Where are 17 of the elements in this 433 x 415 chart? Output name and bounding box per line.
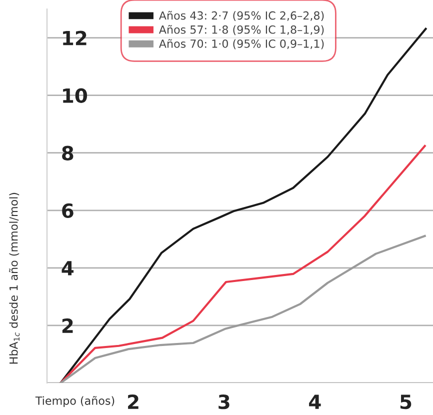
legend-label: Años 70: 1·0 (95% IC 0,9–1,1) xyxy=(158,39,324,50)
y-tick-label: 12 xyxy=(63,30,86,46)
x-tick-label: 4 xyxy=(309,394,321,409)
y-tick-label: 6 xyxy=(62,203,74,218)
y-tick-label: 10 xyxy=(63,88,88,103)
y-axis-title: HbA$_{1c}$ desde 1 año (mmol/mol) xyxy=(9,192,20,364)
y-tick-label: 8 xyxy=(62,146,74,161)
x-axis-title: Tiempo (años) xyxy=(35,396,114,408)
legend-label: Años 43: 2·7 (95% IC 2,6–2,8) xyxy=(158,10,324,22)
line-series xyxy=(60,144,426,383)
line-series xyxy=(60,234,426,383)
y-tick-label: 2 xyxy=(62,318,73,333)
y-tick-label: 4 xyxy=(62,261,74,276)
x-tick-label: 5 xyxy=(400,394,412,410)
x-tick-label: 3 xyxy=(218,394,230,410)
x-tick-label: 2 xyxy=(128,394,138,409)
legend-label: Años 57: 1·8 (95% IC 1,8–1,9) xyxy=(158,25,324,36)
